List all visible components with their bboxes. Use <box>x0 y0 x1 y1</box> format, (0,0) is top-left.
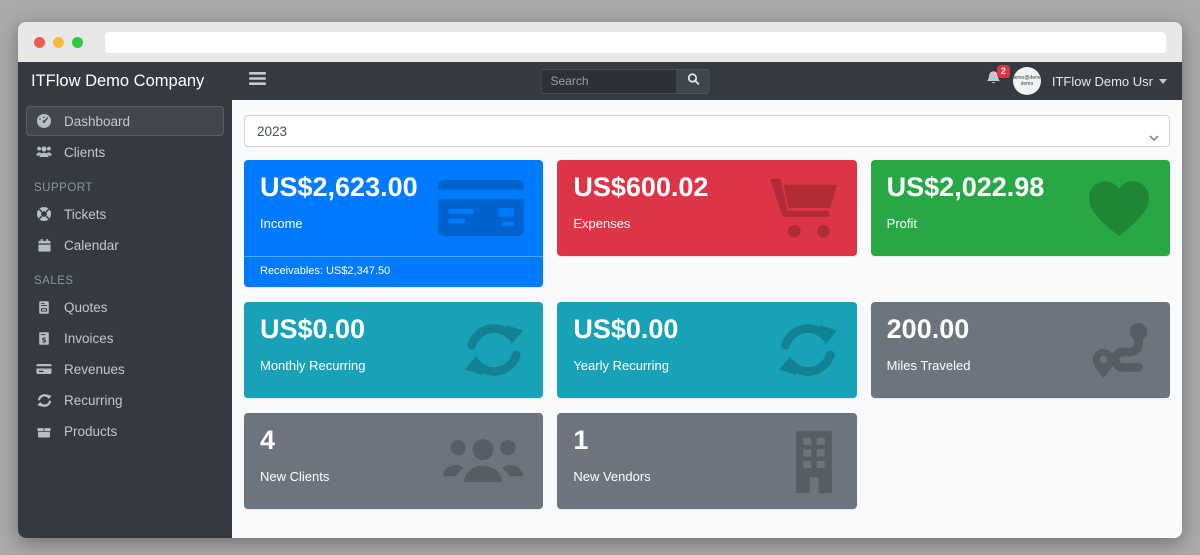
sidebar-item-dashboard[interactable]: Dashboard <box>26 106 224 136</box>
notification-count-badge: 2 <box>996 65 1010 78</box>
search-button[interactable] <box>676 68 710 94</box>
sidebar-item-calendar[interactable]: Calendar <box>26 230 224 260</box>
file-invoice-icon <box>35 300 53 315</box>
year-select[interactable]: 2023 <box>244 115 1170 147</box>
credit-card-icon <box>437 176 525 240</box>
expenses-value: US$600.02 <box>573 172 709 202</box>
calendar-icon <box>35 238 53 253</box>
sidebar-item-clients[interactable]: Clients <box>26 137 224 167</box>
income-label: Income <box>260 215 303 231</box>
user-name-label: ITFlow Demo Usr <box>1051 73 1153 89</box>
sidebar-item-quotes[interactable]: Quotes <box>26 292 224 322</box>
browser-window: ITFlow Demo Company 2 demo@demo <box>18 22 1182 538</box>
heart-icon <box>1086 178 1152 238</box>
sidebar-item-label: Quotes <box>64 299 108 315</box>
sidebar-item-label: Clients <box>64 144 106 160</box>
address-bar[interactable] <box>105 31 1166 53</box>
building-icon <box>789 426 839 496</box>
sidebar-item-label: Calendar <box>64 237 119 253</box>
new-clients-label: New Clients <box>260 468 330 484</box>
sidebar-section-support: SUPPORT <box>34 182 93 194</box>
yearly-recurring-value: US$0.00 <box>573 314 679 344</box>
browser-titlebar <box>18 22 1182 62</box>
route-icon <box>1090 319 1152 381</box>
box-icon <box>35 424 53 439</box>
notifications-button[interactable]: 2 <box>985 65 1010 92</box>
miles-traveled-card[interactable]: 200.00 Miles Traveled <box>870 302 1170 398</box>
bell-icon <box>985 70 1002 92</box>
dashboard-main: 2023 US$2,623.00 Income Receiva <box>232 100 1182 538</box>
income-card[interactable]: US$2,623.00 Income Receivables: US$2,347… <box>244 160 544 287</box>
caret-down-icon <box>1159 78 1167 84</box>
new-vendors-label: New Vendors <box>573 468 651 484</box>
users-icon <box>35 144 53 160</box>
stat-card-grid: US$2,623.00 Income Receivables: US$2,347… <box>244 160 1170 509</box>
new-clients-value: 4 <box>260 425 276 455</box>
sidebar-item-tickets[interactable]: Tickets <box>26 199 224 229</box>
company-brand: ITFlow Demo Company <box>31 71 205 90</box>
navbar-right: 2 demo@demo demo ITFlow Demo Usr <box>985 65 1182 95</box>
sidebar-item-label: Invoices <box>64 330 114 346</box>
new-vendors-value: 1 <box>573 425 589 455</box>
maximize-window-icon[interactable] <box>72 36 83 48</box>
sidebar-item-label: Products <box>64 423 118 439</box>
bars-icon <box>249 72 266 90</box>
svg-text:$: $ <box>42 336 47 344</box>
top-navbar: ITFlow Demo Company 2 demo@demo <box>18 62 1182 100</box>
yearly-recurring-card[interactable]: US$0.00 Yearly Recurring <box>557 302 857 398</box>
shopping-cart-icon <box>769 177 839 239</box>
users-icon <box>441 432 525 490</box>
sidebar-item-products[interactable]: Products <box>26 416 224 446</box>
new-vendors-card[interactable]: 1 New Vendors <box>557 413 857 509</box>
sync-icon <box>463 319 525 381</box>
profit-card[interactable]: US$2,022.98 Profit <box>870 160 1170 256</box>
close-window-icon[interactable] <box>34 36 45 48</box>
sidebar-toggle-button[interactable] <box>249 72 266 90</box>
credit-card-icon <box>35 361 53 377</box>
sidebar-item-label: Recurring <box>64 392 123 408</box>
sidebar-section-sales: SALES <box>34 275 74 287</box>
yearly-recurring-label: Yearly Recurring <box>573 357 669 373</box>
sidebar: Dashboard Clients SUPPORT Tickets Cal <box>18 100 232 538</box>
sidebar-item-label: Revenues <box>64 361 125 377</box>
tachometer-icon <box>35 113 53 129</box>
income-value: US$2,623.00 <box>260 172 418 202</box>
navbar-search <box>540 68 710 94</box>
expenses-card[interactable]: US$600.02 Expenses <box>557 160 857 256</box>
file-invoice-dollar-icon: $ <box>35 331 53 346</box>
sidebar-item-label: Dashboard <box>64 113 131 129</box>
avatar[interactable]: demo@demo demo <box>1012 67 1041 95</box>
sync-icon <box>35 393 53 408</box>
profit-label: Profit <box>886 215 917 231</box>
miles-traveled-label: Miles Traveled <box>886 357 971 373</box>
sidebar-item-revenues[interactable]: Revenues <box>26 354 224 384</box>
search-icon <box>686 72 700 91</box>
minimize-window-icon[interactable] <box>53 36 64 48</box>
sync-icon <box>777 319 839 381</box>
monthly-recurring-value: US$0.00 <box>260 314 366 344</box>
search-input[interactable] <box>540 68 677 94</box>
miles-traveled-value: 200.00 <box>886 314 970 344</box>
expenses-label: Expenses <box>573 215 631 231</box>
new-clients-card[interactable]: 4 New Clients <box>244 413 544 509</box>
user-menu-button[interactable]: ITFlow Demo Usr <box>1052 74 1167 89</box>
sidebar-item-label: Tickets <box>64 206 107 222</box>
life-ring-icon <box>35 206 53 222</box>
sidebar-item-invoices[interactable]: $ Invoices <box>26 323 224 353</box>
income-receivables: Receivables: US$2,347.50 <box>244 256 544 287</box>
sidebar-item-recurring[interactable]: Recurring <box>26 385 224 415</box>
monthly-recurring-label: Monthly Recurring <box>260 357 366 373</box>
monthly-recurring-card[interactable]: US$0.00 Monthly Recurring <box>244 302 544 398</box>
profit-value: US$2,022.98 <box>886 172 1045 202</box>
